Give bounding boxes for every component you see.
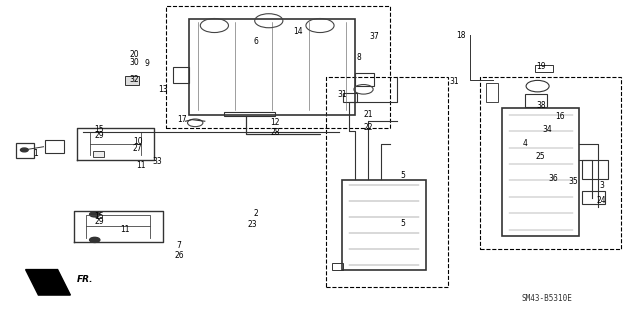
Text: 33: 33 (152, 157, 162, 166)
Text: 28: 28 (271, 128, 280, 137)
Text: 15: 15 (94, 125, 104, 134)
FancyBboxPatch shape (93, 151, 104, 157)
Text: 14: 14 (292, 27, 303, 36)
Circle shape (90, 237, 100, 242)
Text: 36: 36 (548, 174, 559, 183)
Text: 12: 12 (271, 118, 280, 127)
Text: 11: 11 (120, 225, 129, 234)
FancyBboxPatch shape (125, 76, 139, 85)
Text: 29: 29 (94, 131, 104, 140)
Text: 32: 32 (129, 75, 140, 84)
Text: 3: 3 (599, 181, 604, 189)
Text: 34: 34 (542, 125, 552, 134)
Text: 31: 31 (337, 90, 348, 99)
Text: 5: 5 (401, 219, 406, 228)
Text: SM43-B5310E: SM43-B5310E (522, 294, 573, 303)
Text: 11: 11 (136, 161, 145, 170)
Circle shape (20, 148, 28, 152)
Text: 23: 23 (248, 220, 258, 229)
Text: 35: 35 (568, 177, 578, 186)
Text: FR.: FR. (77, 275, 93, 284)
Text: 10: 10 (132, 137, 143, 146)
Text: 22: 22 (364, 123, 372, 132)
Polygon shape (26, 270, 70, 295)
Text: 13: 13 (158, 85, 168, 94)
Text: 18: 18 (456, 31, 465, 40)
Text: 8: 8 (356, 53, 361, 62)
Circle shape (90, 212, 100, 217)
Text: 20: 20 (129, 50, 140, 59)
Text: 5: 5 (401, 171, 406, 180)
Text: 25: 25 (536, 152, 546, 161)
Text: 31: 31 (449, 77, 460, 86)
Text: 16: 16 (555, 112, 565, 121)
Text: 21: 21 (364, 110, 372, 119)
Text: 38: 38 (536, 101, 546, 110)
Text: 30: 30 (129, 58, 140, 67)
Text: 26: 26 (174, 251, 184, 260)
Text: 19: 19 (536, 63, 546, 71)
Text: 1: 1 (33, 149, 38, 158)
Text: 4: 4 (522, 139, 527, 148)
Text: 7: 7 (177, 241, 182, 250)
Text: 37: 37 (369, 32, 380, 41)
Text: 15: 15 (94, 212, 104, 221)
Text: 17: 17 (177, 115, 188, 124)
Text: 27: 27 (132, 144, 143, 153)
Text: 29: 29 (94, 217, 104, 226)
Text: 24: 24 (596, 197, 607, 205)
Text: 9: 9 (145, 59, 150, 68)
Text: 2: 2 (253, 209, 259, 218)
Text: 6: 6 (253, 37, 259, 46)
